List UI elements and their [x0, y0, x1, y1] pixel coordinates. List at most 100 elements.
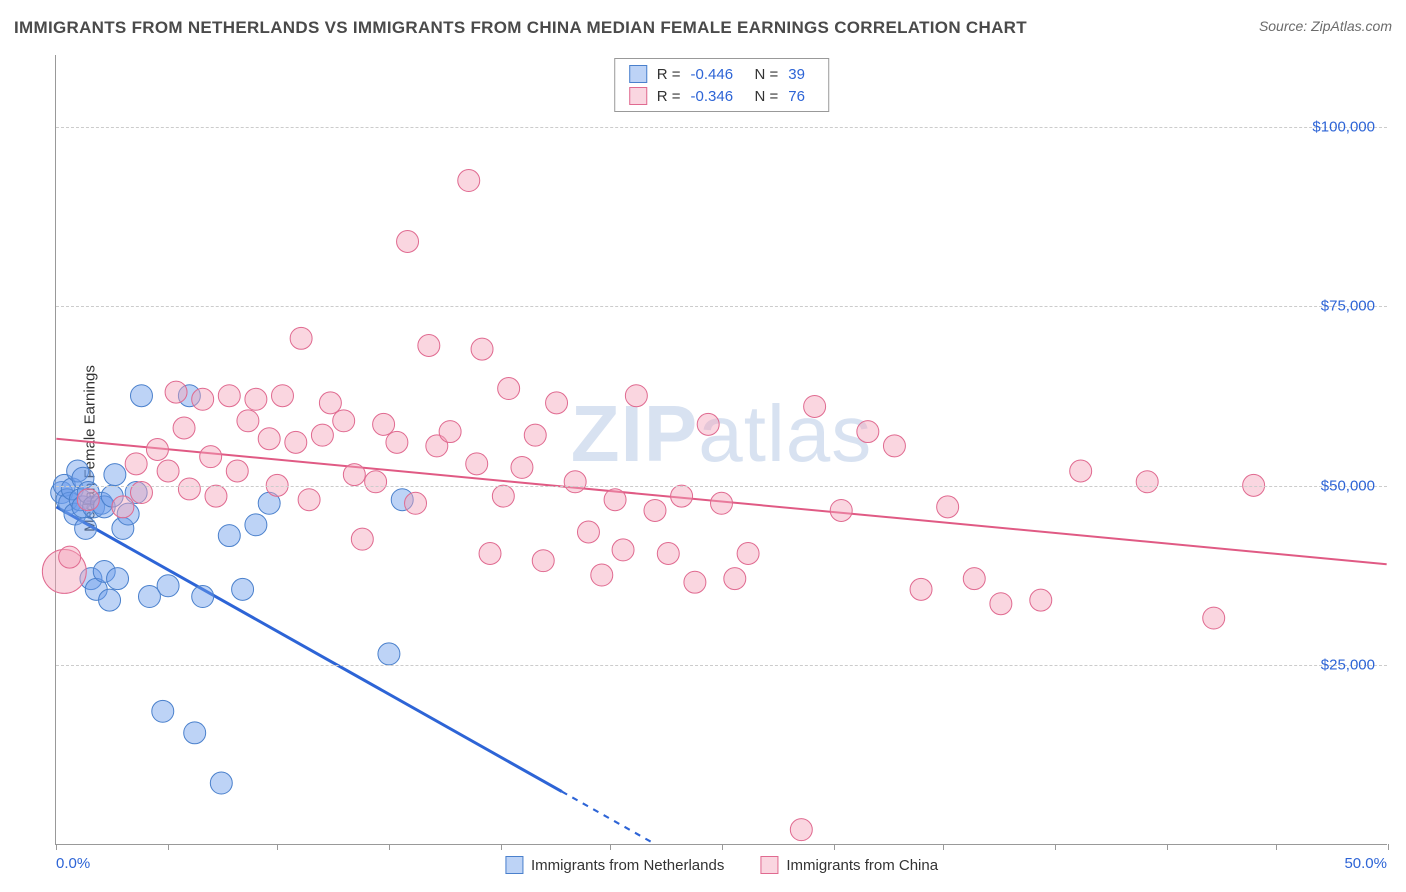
data-point-netherlands [99, 589, 121, 611]
data-point-china [205, 485, 227, 507]
x-tick [610, 844, 611, 850]
data-point-china [604, 489, 626, 511]
y-tick-label: $75,000 [1321, 298, 1375, 315]
legend-swatch [629, 65, 647, 83]
data-point-china [1136, 471, 1158, 493]
data-point-china [466, 453, 488, 475]
legend-item-china: Immigrants from China [760, 856, 938, 874]
data-point-china [458, 170, 480, 192]
data-point-china [285, 431, 307, 453]
data-point-china [830, 499, 852, 521]
data-point-china [173, 417, 195, 439]
gridline [56, 306, 1387, 307]
data-point-china [671, 485, 693, 507]
data-point-china [178, 478, 200, 500]
stat-label-n: N = [755, 88, 779, 105]
data-point-china [804, 395, 826, 417]
data-point-china [857, 421, 879, 443]
data-point-china [724, 568, 746, 590]
gridline [56, 127, 1387, 128]
data-point-netherlands [378, 643, 400, 665]
data-point-china [319, 392, 341, 414]
x-tick [501, 844, 502, 850]
x-tick [722, 844, 723, 850]
data-point-china [226, 460, 248, 482]
data-point-netherlands [184, 722, 206, 744]
x-tick [1055, 844, 1056, 850]
x-tick [943, 844, 944, 850]
data-point-china [157, 460, 179, 482]
data-point-china [910, 578, 932, 600]
data-point-china [272, 385, 294, 407]
x-tick [168, 844, 169, 850]
x-axis-max-label: 50.0% [1344, 855, 1387, 872]
data-point-china [237, 410, 259, 432]
stat-value-n: 39 [788, 66, 814, 83]
data-point-china [218, 385, 240, 407]
data-point-china [125, 453, 147, 475]
data-point-netherlands [232, 578, 254, 600]
data-point-netherlands [218, 525, 240, 547]
legend-item-netherlands: Immigrants from Netherlands [505, 856, 724, 874]
data-point-china [59, 546, 81, 568]
data-point-china [298, 489, 320, 511]
data-point-china [418, 335, 440, 357]
data-point-china [439, 421, 461, 443]
legend-swatch [505, 856, 523, 874]
data-point-china [990, 593, 1012, 615]
x-tick [1388, 844, 1389, 850]
data-point-china [192, 388, 214, 410]
data-point-china [373, 413, 395, 435]
data-point-china [112, 496, 134, 518]
stat-value-r: -0.346 [691, 88, 745, 105]
data-point-china [333, 410, 355, 432]
data-point-china [311, 424, 333, 446]
data-point-china [492, 485, 514, 507]
data-point-netherlands [107, 568, 129, 590]
data-point-netherlands [130, 385, 152, 407]
chart-title: IMMIGRANTS FROM NETHERLANDS VS IMMIGRANT… [14, 18, 1027, 38]
data-point-china [1070, 460, 1092, 482]
data-point-china [130, 482, 152, 504]
legend-label: Immigrants from China [786, 857, 938, 874]
data-point-netherlands [152, 700, 174, 722]
data-point-china [397, 231, 419, 253]
data-point-china [684, 571, 706, 593]
x-axis-min-label: 0.0% [56, 855, 90, 872]
data-point-china [532, 550, 554, 572]
y-tick-label: $100,000 [1312, 118, 1375, 135]
data-point-china [625, 385, 647, 407]
chart-header: IMMIGRANTS FROM NETHERLANDS VS IMMIGRANT… [14, 18, 1392, 38]
x-tick [834, 844, 835, 850]
data-point-china [612, 539, 634, 561]
gridline [56, 486, 1387, 487]
data-point-china [351, 528, 373, 550]
data-point-china [790, 819, 812, 841]
data-point-china [165, 381, 187, 403]
data-point-china [258, 428, 280, 450]
stat-value-n: 76 [788, 88, 814, 105]
data-point-china [146, 439, 168, 461]
data-point-netherlands [75, 517, 97, 539]
x-tick [1276, 844, 1277, 850]
data-point-china [711, 492, 733, 514]
data-point-china [697, 413, 719, 435]
legend-swatch [760, 856, 778, 874]
data-point-china [577, 521, 599, 543]
data-point-china [77, 489, 99, 511]
data-point-china [365, 471, 387, 493]
x-tick [56, 844, 57, 850]
x-tick [277, 844, 278, 850]
data-point-china [546, 392, 568, 414]
data-point-china [386, 431, 408, 453]
data-point-netherlands [104, 464, 126, 486]
stat-value-r: -0.446 [691, 66, 745, 83]
data-point-netherlands [245, 514, 267, 536]
series-legend: Immigrants from Netherlands Immigrants fr… [505, 856, 938, 874]
data-point-china [564, 471, 586, 493]
data-point-china [343, 464, 365, 486]
correlation-legend: R =-0.446N =39R =-0.346N =76 [614, 58, 830, 112]
x-tick [389, 844, 390, 850]
scatter-svg [56, 55, 1387, 844]
correlation-legend-row: R =-0.346N =76 [629, 85, 815, 107]
